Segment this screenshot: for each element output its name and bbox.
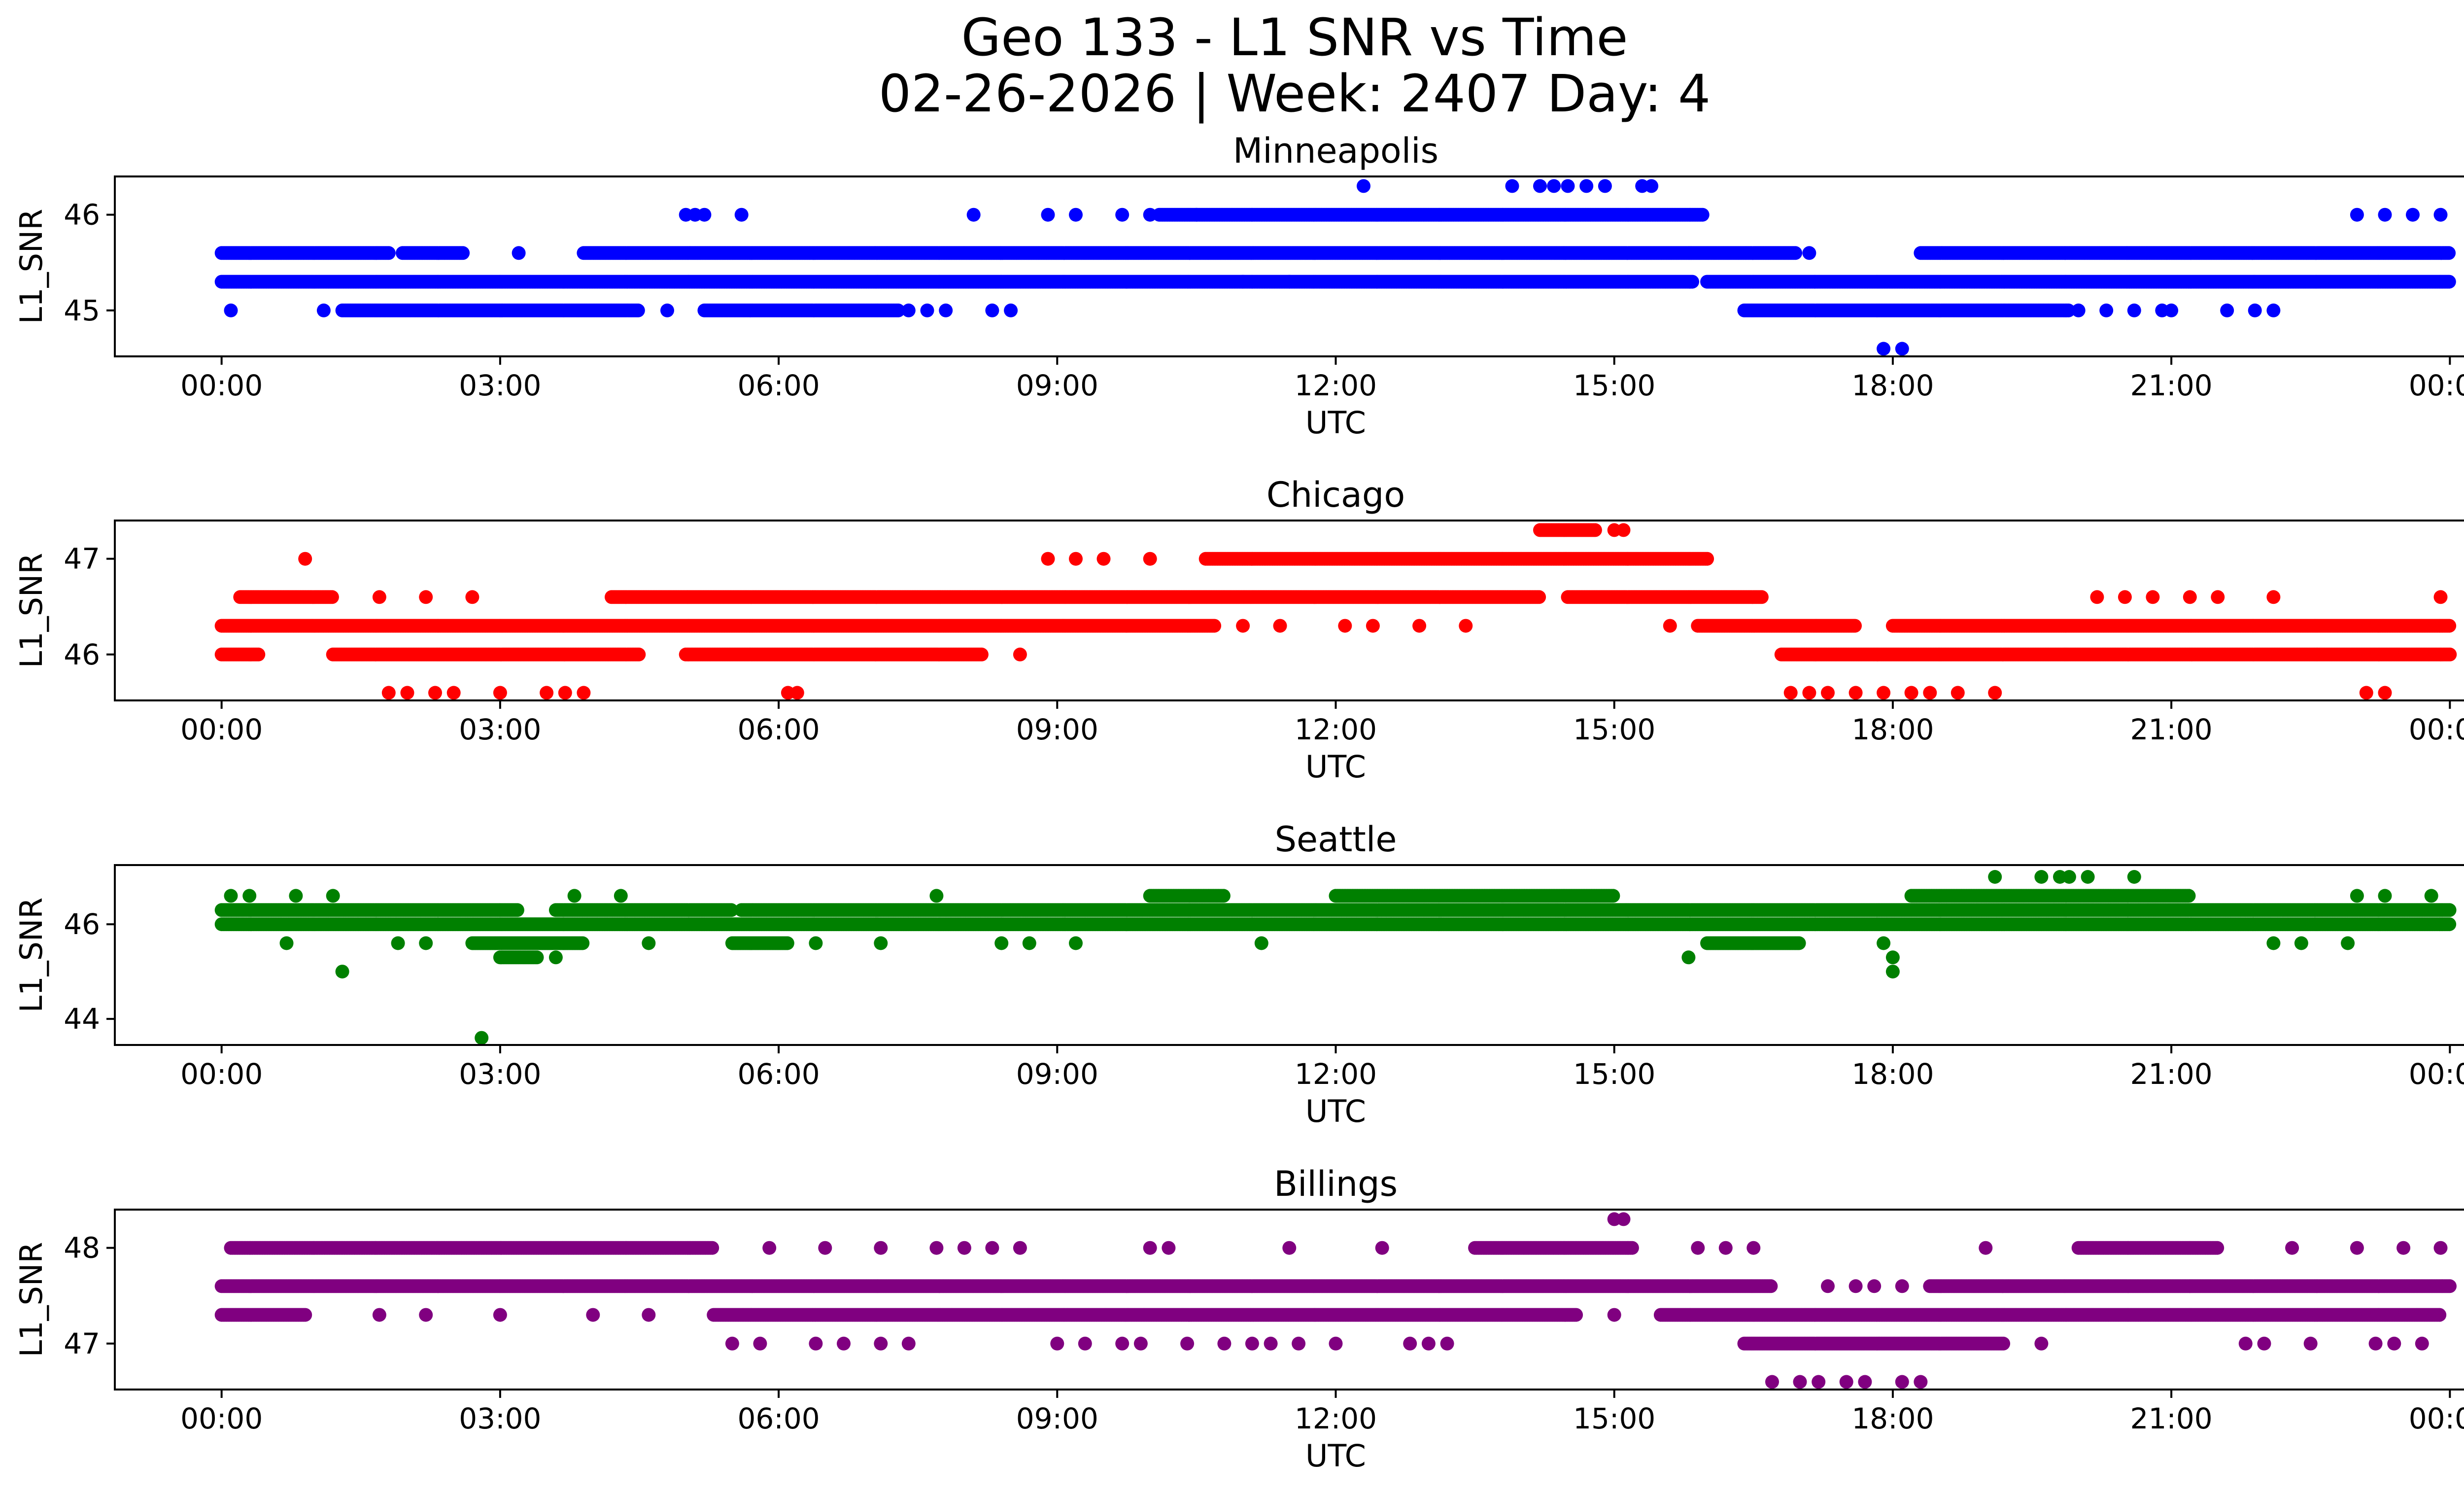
data-point — [1788, 246, 1803, 260]
data-point — [1004, 303, 1018, 317]
data-point — [1579, 179, 1594, 193]
data-point — [1115, 208, 1129, 222]
data-point — [1848, 619, 1862, 633]
x-tick-label: 12:00 — [1295, 369, 1377, 402]
x-tick-label: 03:00 — [459, 369, 541, 402]
y-tick-label: 45 — [64, 294, 100, 327]
data-point — [2164, 303, 2179, 317]
data-point — [2248, 303, 2262, 317]
x-tick-label: 00:00 — [180, 369, 263, 402]
data-point — [2099, 303, 2114, 317]
data-point — [1505, 179, 1519, 193]
panel-minneapolis: Minneapolis 00:00 03:00 06:00 09:00 12:00 15:0… — [13, 131, 2464, 441]
data-point — [2378, 208, 2392, 222]
data-point — [381, 246, 396, 260]
data-point — [631, 303, 645, 317]
x-tick-label: 15:00 — [1573, 369, 1655, 402]
figure-title-line2: 02-26-2026 | Week: 2407 Day: 4 — [879, 64, 1711, 124]
data-point — [1695, 208, 1710, 222]
data-point — [224, 303, 238, 317]
data-point — [2433, 208, 2448, 222]
figure-title-line1: Geo 133 - L1 SNR vs Time — [961, 7, 1628, 68]
data-point — [2071, 303, 2086, 317]
y-axis-label: L1_SNR — [13, 209, 49, 324]
data-point — [1877, 342, 1891, 356]
data-point — [901, 303, 916, 317]
data-point — [697, 208, 712, 222]
data-point — [734, 208, 749, 222]
data-point — [920, 303, 934, 317]
data-point — [2406, 208, 2420, 222]
data-point — [2442, 246, 2456, 260]
data-point — [1895, 342, 1909, 356]
data-point — [2220, 303, 2234, 317]
data-point — [1802, 246, 1816, 260]
data-point — [1041, 208, 1055, 222]
data-point — [1282, 275, 1297, 289]
data-point — [974, 647, 989, 661]
data-point — [456, 246, 470, 260]
data-point — [660, 303, 674, 317]
data-point — [1644, 179, 1659, 193]
data-point — [1143, 208, 1157, 222]
data-point — [1685, 275, 1699, 289]
data-point — [1069, 208, 1083, 222]
data-point — [2350, 208, 2364, 222]
data-point — [1533, 179, 1547, 193]
data-point — [632, 647, 646, 661]
x-tick-label: 09:00 — [1016, 369, 1098, 402]
x-axis-label: UTC — [1305, 405, 1366, 441]
data-point — [939, 303, 953, 317]
series-minneapolis — [214, 179, 2456, 356]
data-point — [2442, 275, 2456, 289]
series-chicago — [214, 523, 2457, 700]
x-tick-label: 18:00 — [1851, 369, 1934, 402]
data-point — [1207, 619, 1222, 633]
data-point — [2442, 619, 2457, 633]
data-point — [891, 303, 905, 317]
data-point — [2127, 303, 2141, 317]
data-point — [251, 647, 266, 661]
data-point — [985, 303, 999, 317]
subplot-panels: Minneapolis 00:00 03:00 06:00 09:00 12:00 15:0… — [13, 131, 2464, 1474]
panel-title-minneapolis: Minneapolis — [1233, 131, 1438, 171]
data-point — [1189, 208, 1203, 222]
x-tick-label: 06:00 — [738, 369, 820, 402]
data-point — [512, 246, 526, 260]
data-point — [1357, 179, 1370, 193]
y-tick-label: 46 — [64, 198, 100, 232]
x-tick-label: 21:00 — [2130, 369, 2213, 402]
data-point — [316, 303, 331, 317]
data-point — [1598, 179, 1612, 193]
data-point — [1547, 179, 1561, 193]
data-point — [2061, 303, 2076, 317]
x-tick-label: 00:00 — [2409, 369, 2464, 402]
data-point — [1561, 179, 1575, 193]
data-point — [966, 208, 981, 222]
data-point — [2266, 303, 2281, 317]
panel-title-chicago: Chicago — [1266, 475, 1405, 515]
data-point — [1236, 275, 1250, 289]
